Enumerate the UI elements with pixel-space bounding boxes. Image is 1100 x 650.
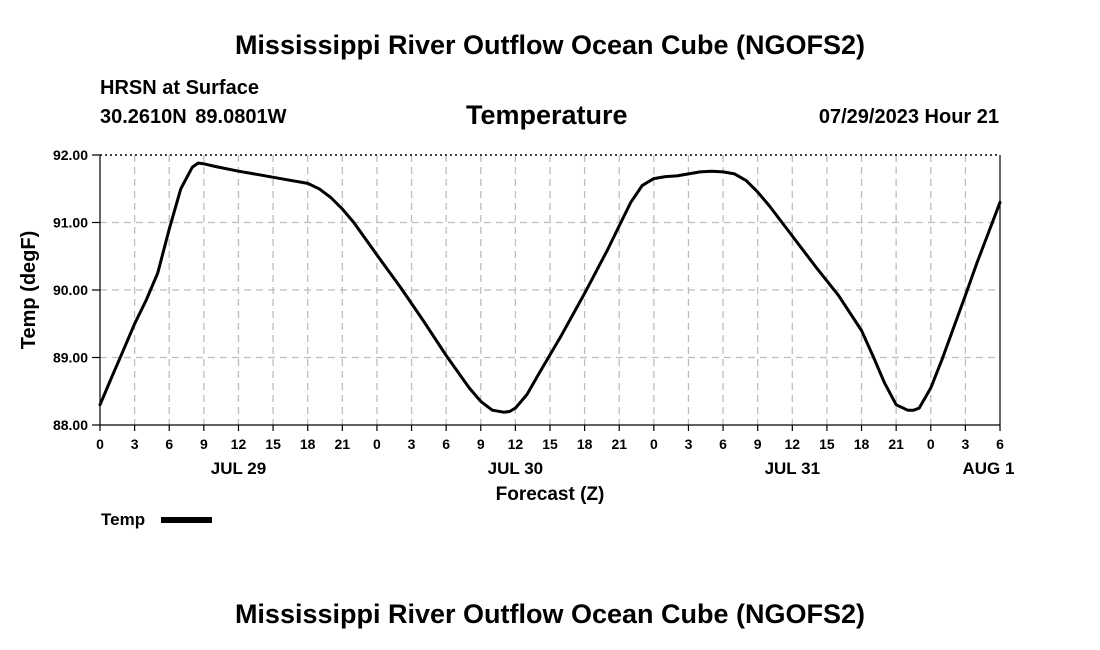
x-tick-label: 3 [961,436,969,452]
legend-label: Temp [101,510,146,529]
y-tick-label: 89.00 [53,350,88,366]
y-tick-label: 92.00 [53,147,88,163]
station-label: HRSN at Surface [100,77,259,99]
y-tick-label: 90.00 [53,282,88,298]
x-tick-label: 12 [231,436,247,452]
station-coordinates: 30.2610N 89.0801W [100,106,287,128]
x-tick-label: 12 [508,436,524,452]
x-tick-label: 21 [888,436,904,452]
x-tick-label: 9 [754,436,762,452]
y-tick-label: 91.00 [53,215,88,231]
x-axis-title: Forecast (Z) [496,484,605,505]
chart-main-title: Mississippi River Outflow Ocean Cube (NG… [234,30,866,60]
x-tick-label: 21 [611,436,627,452]
x-tick-label: 6 [996,436,1004,452]
x-tick-label: 18 [300,436,316,452]
forecast-datetime: 07/29/2023 Hour 21 [818,106,999,128]
x-date-label: JUL 30 [488,459,543,478]
x-tick-label: 12 [785,436,801,452]
x-tick-label: 0 [373,436,381,452]
x-tick-label: 0 [650,436,658,452]
x-tick-label: 3 [685,436,693,452]
x-tick-label: 21 [335,436,351,452]
x-tick-label: 15 [819,436,835,452]
x-date-label: JUL 31 [765,459,820,478]
temp-series-line [98,161,1002,414]
x-tick-label: 15 [542,436,558,452]
legend-swatch [161,517,212,523]
x-tick-label: 18 [577,436,593,452]
y-axis-title: Temp (degF) [18,231,40,350]
x-date-label: AUG 1 [962,459,1014,478]
y-tick-label: 88.00 [53,417,88,433]
footer-title: Mississippi River Outflow Ocean Cube (NG… [234,599,866,629]
x-tick-label: 0 [927,436,935,452]
x-tick-label: 3 [408,436,416,452]
x-tick-label: 6 [165,436,173,452]
x-date-label: JUL 29 [211,459,266,478]
x-tick-label: 6 [442,436,450,452]
x-tick-label: 3 [131,436,139,452]
x-tick-label: 9 [200,436,208,452]
x-tick-label: 18 [854,436,870,452]
x-tick-label: 15 [265,436,281,452]
x-tick-label: 0 [96,436,104,452]
variable-title: Temperature [466,100,628,130]
x-tick-label: 6 [719,436,727,452]
x-tick-label: 9 [477,436,485,452]
